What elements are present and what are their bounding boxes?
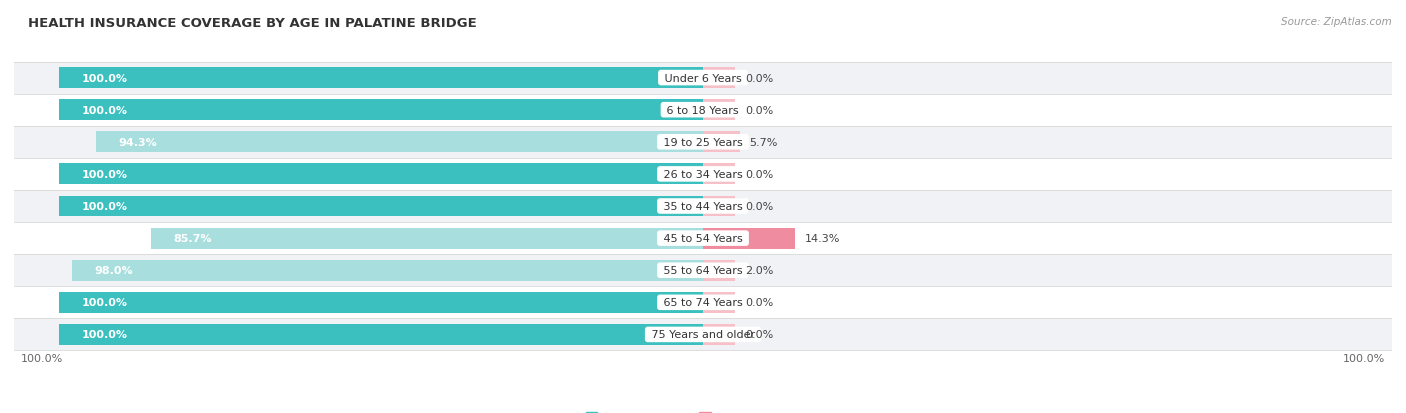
Bar (59, 292, 703, 313)
Bar (59, 324, 703, 345)
Bar (703, 68, 735, 89)
Bar (14, 95, 1392, 126)
Bar (703, 228, 794, 249)
Bar (703, 260, 735, 281)
Text: 94.3%: 94.3% (118, 138, 157, 147)
Text: 100.0%: 100.0% (82, 202, 128, 211)
Text: HEALTH INSURANCE COVERAGE BY AGE IN PALATINE BRIDGE: HEALTH INSURANCE COVERAGE BY AGE IN PALA… (28, 17, 477, 29)
Bar (703, 100, 735, 121)
Text: 0.0%: 0.0% (745, 202, 773, 211)
Text: 26 to 34 Years: 26 to 34 Years (659, 169, 747, 180)
Text: 100.0%: 100.0% (82, 298, 128, 308)
Legend: With Coverage, Without Coverage: With Coverage, Without Coverage (582, 408, 824, 413)
Text: 0.0%: 0.0% (745, 105, 773, 115)
Text: 0.0%: 0.0% (745, 330, 773, 339)
Text: 85.7%: 85.7% (174, 233, 212, 244)
Bar (14, 62, 1392, 95)
Bar (14, 190, 1392, 223)
Bar (14, 318, 1392, 351)
Bar (703, 196, 735, 217)
Bar (703, 132, 740, 153)
Text: 14.3%: 14.3% (804, 233, 841, 244)
Bar (14, 254, 1392, 287)
Text: 0.0%: 0.0% (745, 169, 773, 180)
Text: 100.0%: 100.0% (82, 105, 128, 115)
Bar (703, 164, 735, 185)
Bar (96, 132, 703, 153)
Text: 100.0%: 100.0% (1343, 353, 1385, 363)
Bar (59, 164, 703, 185)
Text: 35 to 44 Years: 35 to 44 Years (659, 202, 747, 211)
Text: 45 to 54 Years: 45 to 54 Years (659, 233, 747, 244)
Text: Under 6 Years: Under 6 Years (661, 74, 745, 83)
Text: 0.0%: 0.0% (745, 298, 773, 308)
Bar (14, 287, 1392, 318)
Text: 100.0%: 100.0% (82, 74, 128, 83)
Text: 2.0%: 2.0% (745, 266, 773, 275)
Text: 19 to 25 Years: 19 to 25 Years (659, 138, 747, 147)
Bar (59, 68, 703, 89)
Bar (59, 196, 703, 217)
Bar (14, 159, 1392, 190)
Bar (703, 324, 735, 345)
Text: 100.0%: 100.0% (21, 353, 63, 363)
Bar (72, 260, 703, 281)
Bar (152, 228, 703, 249)
Text: 75 Years and older: 75 Years and older (648, 330, 758, 339)
Text: 6 to 18 Years: 6 to 18 Years (664, 105, 742, 115)
Text: 0.0%: 0.0% (745, 74, 773, 83)
Bar (703, 292, 735, 313)
Text: 5.7%: 5.7% (749, 138, 778, 147)
Text: 100.0%: 100.0% (82, 330, 128, 339)
Text: 65 to 74 Years: 65 to 74 Years (659, 298, 747, 308)
Text: 100.0%: 100.0% (82, 169, 128, 180)
Text: Source: ZipAtlas.com: Source: ZipAtlas.com (1281, 17, 1392, 26)
Text: 55 to 64 Years: 55 to 64 Years (659, 266, 747, 275)
Bar (59, 100, 703, 121)
Bar (14, 126, 1392, 159)
Bar (14, 223, 1392, 254)
Text: 98.0%: 98.0% (94, 266, 134, 275)
